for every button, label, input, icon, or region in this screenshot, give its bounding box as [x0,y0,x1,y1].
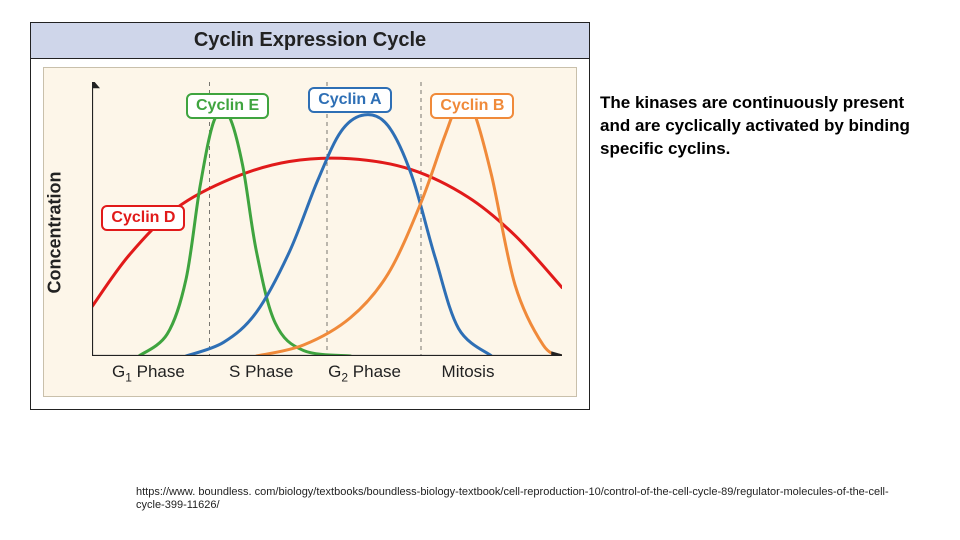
citation-text: https://www. boundless. com/biology/text… [136,486,896,512]
x-tick-label: Mitosis [442,362,495,382]
x-axis-ticks: G1 Phase S Phase G2 Phase Mitosis [92,362,562,390]
chart-card: Cyclin Expression Cycle Concentration Cy… [30,22,590,410]
plot-area: Concentration Cyclin D Cyclin E Cyclin A… [43,67,577,397]
x-tick-label: G2 Phase [328,362,401,384]
badge-cyclin-a: Cyclin A [308,87,391,113]
chart-title-bar: Cyclin Expression Cycle [31,23,589,59]
badge-cyclin-b: Cyclin B [430,93,514,119]
badge-cyclin-e: Cyclin E [186,93,269,119]
chart-title: Cyclin Expression Cycle [194,29,426,51]
badge-cyclin-d: Cyclin D [101,205,185,231]
x-tick-label: G1 Phase [112,362,185,384]
axes-area: Cyclin D Cyclin E Cyclin A Cyclin B [92,82,562,356]
x-tick-label: S Phase [229,362,293,382]
y-axis-label-wrap: Concentration [42,68,68,396]
y-axis-label: Concentration [45,171,66,293]
description-text: The kinases are continuously present and… [600,92,930,161]
